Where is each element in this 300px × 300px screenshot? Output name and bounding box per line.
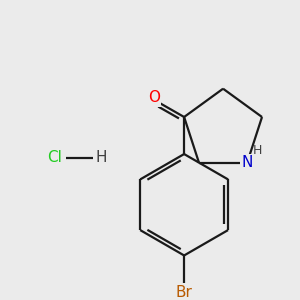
Text: Br: Br	[176, 285, 193, 300]
Text: N: N	[242, 155, 253, 170]
Text: H: H	[95, 151, 107, 166]
Text: Cl: Cl	[47, 151, 62, 166]
Text: O: O	[148, 90, 160, 105]
Text: H: H	[253, 144, 262, 157]
